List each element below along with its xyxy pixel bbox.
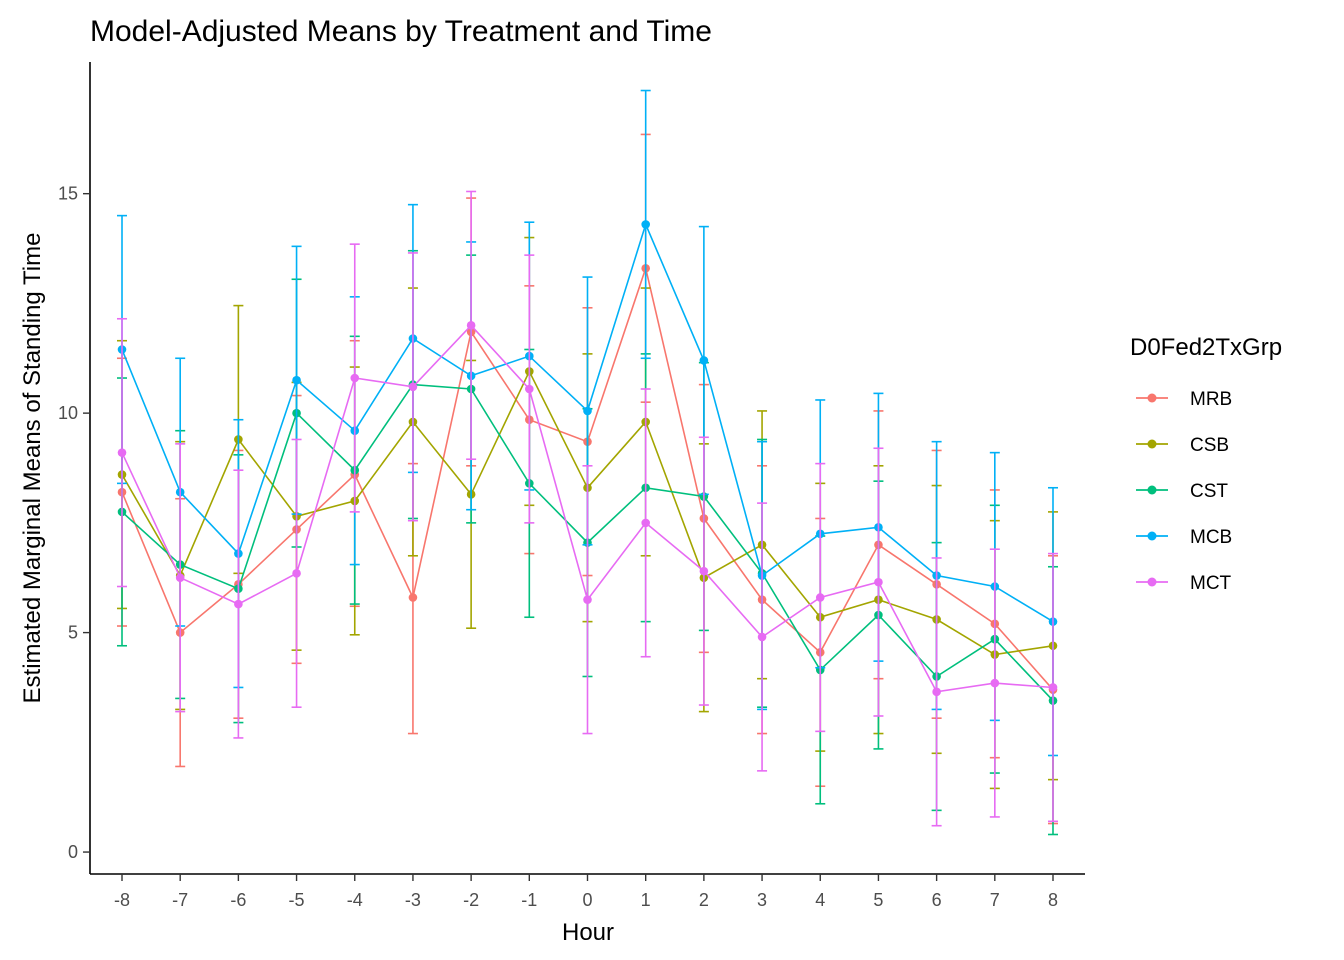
x-tick-label: -8: [114, 890, 130, 910]
data-point: [583, 406, 592, 416]
x-tick-label: -3: [405, 890, 421, 910]
legend-marker: [1147, 577, 1157, 587]
legend-title: D0Fed2TxGrp: [1130, 334, 1282, 361]
legend-label: CSB: [1190, 435, 1229, 456]
data-point: [175, 573, 185, 583]
x-tick-label: 2: [699, 890, 709, 910]
data-point: [990, 678, 1000, 688]
chart-title: Model-Adjusted Means by Treatment and Ti…: [90, 15, 712, 48]
series-layer: [117, 89, 1058, 836]
data-point: [350, 373, 360, 383]
data-point: [932, 687, 941, 697]
data-point: [699, 566, 709, 576]
legend-marker: [1147, 485, 1157, 495]
x-tick-label: 4: [815, 890, 825, 910]
data-point: [292, 375, 301, 385]
data-point: [874, 577, 883, 587]
x-tick-label: 6: [932, 890, 942, 910]
data-point: [815, 593, 825, 602]
y-tick-label: 15: [58, 184, 78, 204]
x-tick-label: 7: [990, 890, 1000, 910]
x-tick-label: 0: [582, 890, 592, 910]
x-axis-title: Hour: [562, 919, 614, 946]
legend-marker: [1147, 531, 1157, 541]
x-tick-label: -5: [289, 890, 305, 910]
legend-item-csb: CSB: [1136, 435, 1229, 456]
legend-items: MRB CSB CST MCB MCT: [1136, 389, 1232, 594]
data-point: [117, 448, 127, 457]
data-point: [1048, 683, 1058, 692]
x-tick-label: 3: [757, 890, 767, 910]
legend-marker: [1147, 393, 1157, 403]
x-tick-label: 1: [641, 890, 651, 910]
legend-label: MRB: [1190, 389, 1232, 410]
legend-label: MCB: [1190, 527, 1232, 548]
legend-item-mrb: MRB: [1136, 389, 1232, 410]
y-axis-title: Estimated Marginal Means of Standing Tim…: [19, 233, 46, 704]
legend-item-mct: MCT: [1136, 573, 1232, 594]
x-tick-label: -2: [463, 890, 479, 910]
data-point: [699, 356, 709, 365]
data-point: [292, 569, 301, 578]
legend-label: CST: [1190, 481, 1228, 502]
y-tick-label: 0: [68, 842, 78, 862]
data-point: [525, 384, 534, 394]
data-point: [234, 599, 243, 609]
data-point: [466, 321, 476, 330]
x-tick-label: -7: [172, 890, 188, 910]
series-mct: [117, 190, 1058, 827]
data-point: [408, 593, 418, 602]
x-tick-label: 8: [1048, 890, 1058, 910]
x-tick-label: 5: [873, 890, 883, 910]
data-point: [757, 632, 767, 642]
data-point: [583, 595, 592, 604]
y-tick-label: 10: [58, 403, 78, 423]
legend-item-cst: CST: [1136, 481, 1228, 502]
legend-marker: [1147, 439, 1157, 449]
x-tick-label: -4: [347, 890, 363, 910]
y-axis-ticks: 0 5 10 15: [58, 184, 90, 862]
data-point: [641, 518, 650, 528]
data-point: [641, 220, 650, 229]
data-point: [408, 382, 418, 392]
legend: D0Fed2TxGrp MRB CSB CST MCB MCT: [1130, 334, 1282, 594]
x-tick-label: -6: [230, 890, 246, 910]
x-axis-ticks: -8 -7 -6 -5 -4 -3 -2 -1 0 1 2 3 4 5 6 7 8: [114, 874, 1058, 910]
legend-item-mcb: MCB: [1136, 527, 1232, 548]
plot-area: -8 -7 -6 -5 -4 -3 -2 -1 0 1 2 3 4 5 6 7 8 0 5 10 15: [58, 62, 1085, 910]
x-tick-label: -1: [521, 890, 537, 910]
legend-label: MCT: [1190, 573, 1232, 594]
y-tick-label: 5: [68, 623, 78, 643]
